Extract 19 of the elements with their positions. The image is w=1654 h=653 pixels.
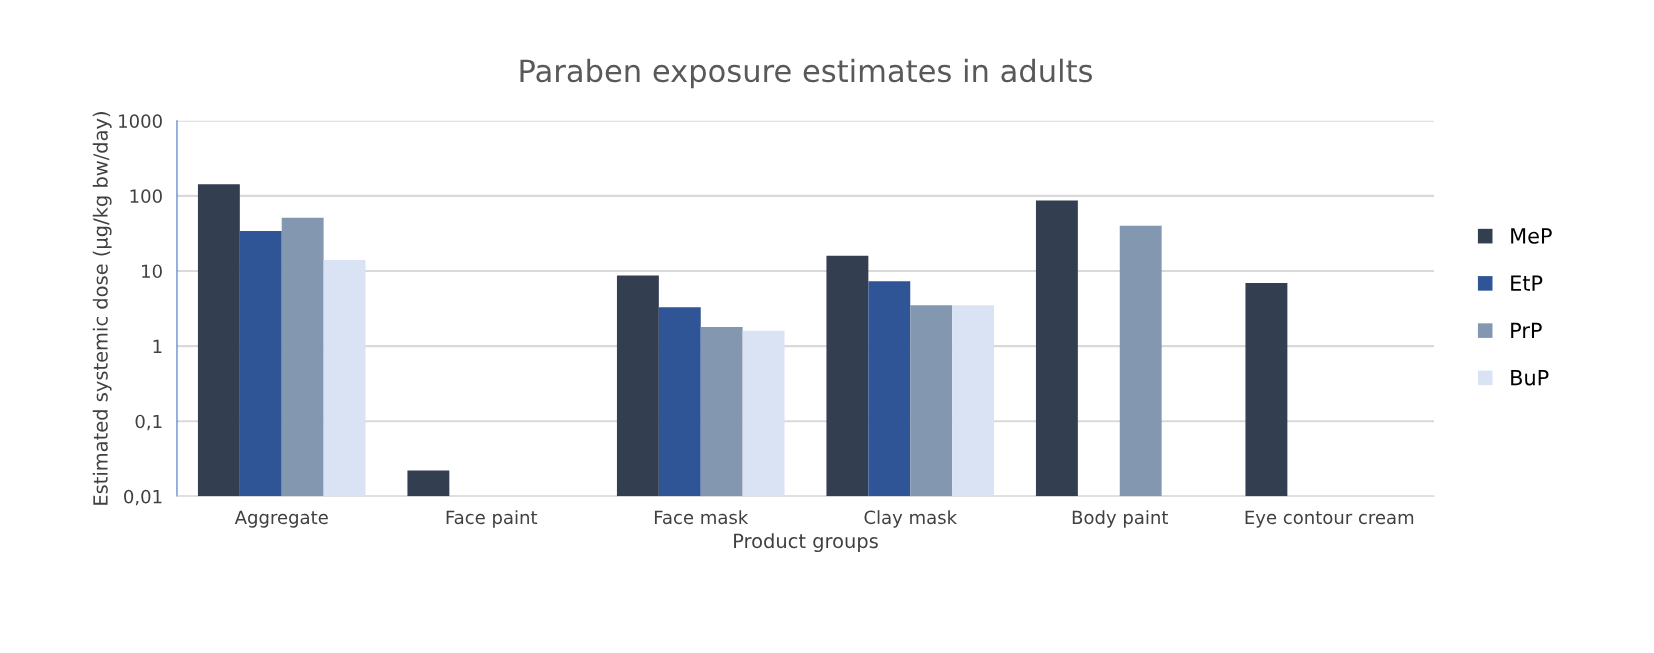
- y-tick-label: 1: [153, 339, 162, 353]
- y-axis-title: Estimated systemic dose (µg/kg bw/day): [92, 112, 112, 505]
- x-tick-label: Body paint: [1072, 510, 1169, 528]
- x-tick-label: Aggregate: [234, 510, 328, 528]
- x-tick-label: Face paint: [446, 510, 538, 528]
- x-tick-label: Clay mask: [864, 510, 958, 528]
- legend-label: MeP: [1511, 228, 1552, 244]
- legend-label: EtP: [1511, 275, 1543, 291]
- y-tick-label: 1000: [119, 114, 162, 128]
- y-tick-label: 0,01: [124, 489, 162, 506]
- x-tick-label: Face mask: [654, 510, 749, 525]
- y-tick-label: 0,1: [135, 414, 162, 431]
- y-tick-label: 10: [142, 264, 162, 279]
- legend-label: BuP: [1511, 369, 1549, 386]
- chart-title: Paraben exposure estimates in adults: [520, 58, 1092, 89]
- legend-label: PrP: [1511, 322, 1542, 338]
- x-tick-label: Eye contour cream: [1245, 510, 1414, 528]
- x-axis-title: Product groups: [734, 533, 878, 553]
- y-tick-label: 100: [130, 189, 162, 204]
